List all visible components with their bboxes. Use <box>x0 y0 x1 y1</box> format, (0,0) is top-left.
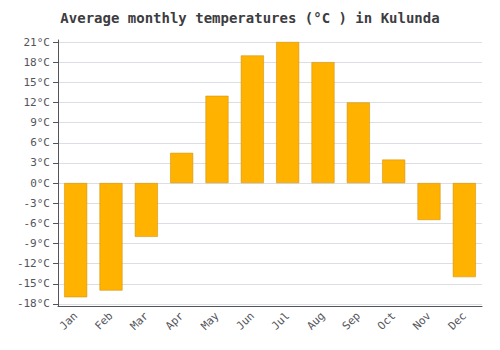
svg-text:Sep: Sep <box>340 309 363 332</box>
svg-text:12°C: 12°C <box>24 96 51 109</box>
svg-text:15°C: 15°C <box>24 76 51 89</box>
svg-text:Jul: Jul <box>269 309 292 332</box>
svg-text:-3°C: -3°C <box>24 197 51 210</box>
svg-text:0°C: 0°C <box>30 177 50 190</box>
svg-text:Aug: Aug <box>304 309 327 332</box>
svg-text:-18°C: -18°C <box>17 297 50 310</box>
svg-text:Jun: Jun <box>234 309 257 332</box>
svg-text:21°C: 21°C <box>24 36 51 49</box>
svg-text:3°C: 3°C <box>30 156 50 169</box>
svg-text:Mar: Mar <box>128 309 151 332</box>
svg-text:-12°C: -12°C <box>17 257 50 270</box>
svg-text:Nov: Nov <box>410 309 433 332</box>
svg-text:Apr: Apr <box>163 309 186 332</box>
svg-text:-9°C: -9°C <box>24 237 51 250</box>
svg-text:-6°C: -6°C <box>24 217 51 230</box>
svg-text:-15°C: -15°C <box>17 277 50 290</box>
svg-text:18°C: 18°C <box>24 56 51 69</box>
svg-text:Jan: Jan <box>57 309 80 332</box>
svg-text:Feb: Feb <box>92 309 115 332</box>
svg-text:9°C: 9°C <box>30 116 50 129</box>
svg-text:Dec: Dec <box>446 309 469 332</box>
svg-text:May: May <box>198 309 221 332</box>
svg-text:Oct: Oct <box>375 309 398 332</box>
svg-text:Average monthly temperatures (: Average monthly temperatures (°C ) in Ku… <box>60 10 439 26</box>
svg-text:6°C: 6°C <box>30 136 50 149</box>
